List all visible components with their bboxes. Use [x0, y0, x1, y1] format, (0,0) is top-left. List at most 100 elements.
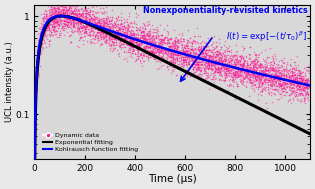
Point: [149, 37, 154, 40]
Point: [287, 88, 292, 91]
Point: [173, 46, 178, 49]
Point: [94, 28, 100, 31]
Point: [137, 60, 142, 63]
Point: [127, 33, 132, 36]
Point: [101, 37, 106, 40]
Point: [210, 63, 215, 66]
Point: [109, 38, 114, 41]
Point: [122, 49, 127, 52]
Point: [140, 30, 145, 33]
Point: [256, 81, 261, 84]
Point: [204, 75, 209, 78]
Point: [267, 61, 272, 64]
Point: [172, 44, 177, 47]
Point: [133, 34, 138, 37]
Point: [199, 58, 204, 61]
Point: [120, 34, 125, 37]
Point: [187, 56, 192, 59]
Point: [218, 53, 223, 57]
Point: [182, 51, 187, 54]
Point: [143, 47, 148, 50]
Point: [121, 42, 126, 45]
Point: [195, 66, 200, 69]
Point: [212, 66, 217, 69]
Point: [238, 60, 243, 63]
Point: [153, 55, 158, 58]
Point: [252, 71, 257, 74]
Point: [166, 49, 171, 52]
Point: [148, 42, 153, 45]
Point: [109, 32, 114, 35]
Point: [187, 47, 192, 50]
Point: [160, 41, 165, 44]
Point: [268, 73, 273, 76]
Point: [103, 32, 108, 35]
Point: [234, 70, 239, 73]
Point: [139, 30, 144, 33]
Point: [34, 70, 39, 73]
Point: [108, 24, 113, 27]
Point: [99, 42, 104, 45]
Point: [231, 53, 236, 56]
Point: [193, 40, 198, 43]
Point: [99, 17, 104, 20]
Point: [88, 19, 93, 22]
Point: [125, 24, 130, 27]
Point: [34, 68, 39, 71]
Point: [195, 53, 200, 56]
Point: [105, 25, 110, 28]
Point: [273, 84, 278, 87]
Point: [302, 80, 307, 83]
Point: [116, 51, 121, 54]
Point: [160, 48, 165, 51]
Point: [217, 42, 222, 45]
Point: [62, 23, 67, 26]
Point: [198, 53, 203, 56]
Point: [238, 79, 243, 82]
Point: [126, 24, 131, 27]
Point: [241, 63, 246, 66]
Point: [223, 58, 228, 61]
Point: [86, 23, 91, 26]
Point: [144, 46, 149, 49]
Point: [136, 42, 141, 45]
Point: [39, 33, 44, 36]
Point: [301, 89, 306, 92]
Point: [208, 67, 213, 70]
Point: [43, 9, 48, 12]
Point: [107, 26, 112, 29]
Point: [152, 49, 157, 52]
Point: [61, 11, 66, 14]
Point: [50, 33, 55, 36]
Point: [93, 15, 98, 18]
Point: [273, 73, 278, 76]
Point: [233, 74, 238, 77]
Point: [167, 44, 172, 47]
Point: [158, 49, 163, 52]
Point: [100, 18, 105, 21]
Point: [252, 78, 257, 81]
Point: [303, 79, 308, 82]
Point: [54, 19, 60, 22]
Point: [80, 25, 85, 28]
Point: [127, 49, 132, 52]
Point: [81, 20, 86, 23]
Point: [97, 30, 102, 33]
Point: [291, 66, 296, 69]
Point: [87, 23, 92, 26]
Point: [268, 78, 273, 81]
Point: [297, 75, 302, 78]
Point: [279, 78, 284, 81]
Point: [56, 18, 61, 21]
Point: [277, 81, 282, 84]
Point: [273, 93, 278, 96]
Point: [220, 79, 225, 82]
Point: [121, 20, 126, 23]
Point: [54, 5, 59, 8]
Point: [169, 48, 174, 51]
Point: [109, 40, 114, 43]
Point: [207, 48, 212, 51]
Point: [270, 74, 275, 77]
Point: [179, 52, 184, 55]
Point: [270, 77, 275, 80]
